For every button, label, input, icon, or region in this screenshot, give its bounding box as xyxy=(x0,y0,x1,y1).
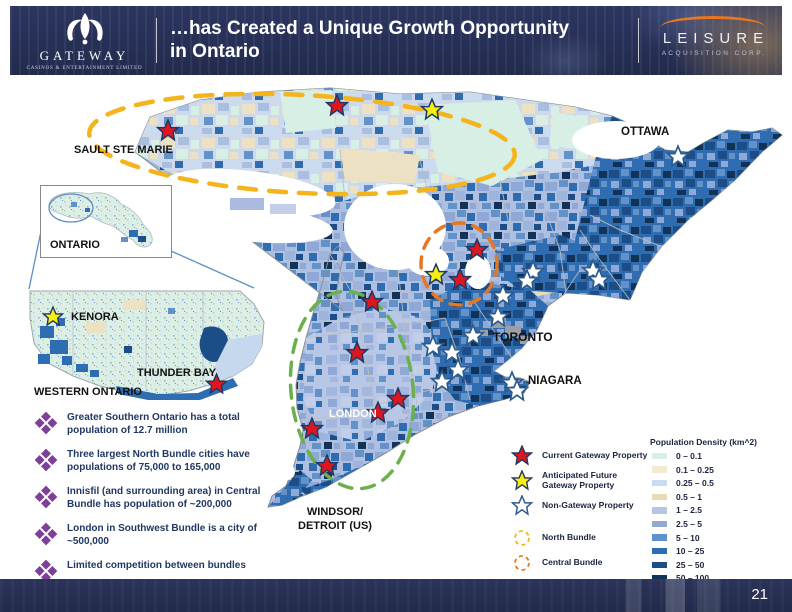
density-swatch xyxy=(652,507,667,514)
central-bundle-icon xyxy=(514,555,530,571)
legend-item-future-gateway: Anticipated Future Gateway Property xyxy=(510,470,648,492)
density-row: 25 – 50 xyxy=(652,560,790,570)
density-swatch xyxy=(652,493,667,501)
leisure-logo: LEISURE ACQUISITION CORP. xyxy=(652,16,774,57)
western-ontario-inset-map xyxy=(29,290,265,400)
slide-title-line1: …has Created a Unique Growth Opportunity xyxy=(170,18,570,39)
diamond-bullet-icon xyxy=(34,485,58,509)
density-swatch xyxy=(652,561,667,568)
header-bar: GATEWAY CASINOS & ENTERTAINMENT LIMITED … xyxy=(10,6,782,75)
central-bundle-ellipse xyxy=(419,221,499,307)
header-separator-left xyxy=(156,18,157,63)
gateway-brand-tagline: CASINOS & ENTERTAINMENT LIMITED xyxy=(26,66,143,71)
bullet-list: Greater Southern Ontario has a total pop… xyxy=(34,411,276,591)
north-bundle-ellipse xyxy=(87,91,517,197)
legend-item-central-bundle: Central Bundle xyxy=(510,554,648,572)
inset-zoom-ellipse xyxy=(48,193,94,223)
ontario-inset-box xyxy=(40,185,172,258)
label-thunder-bay: THUNDER BAY xyxy=(137,367,217,379)
bullet-item: Limited competition between bundles xyxy=(34,559,276,583)
legend-item-non-gateway: Non-Gateway Property xyxy=(510,495,648,517)
white-star-icon xyxy=(510,495,534,516)
legend-item-current-gateway: Current Gateway Property xyxy=(510,445,648,467)
label-niagara: NIAGARA xyxy=(528,375,582,387)
label-toronto: TORONTO xyxy=(493,330,553,344)
leisure-arc-icon xyxy=(661,16,765,27)
diamond-bullet-icon xyxy=(34,448,58,472)
density-row: 1 – 2.5 xyxy=(652,505,790,515)
bullet-item: London in Southwest Bundle is a city of … xyxy=(34,522,276,548)
page-number: 21 xyxy=(751,586,768,603)
leisure-sub: ACQUISITION CORP. xyxy=(661,50,767,57)
label-kenora: KENORA xyxy=(71,311,119,323)
density-swatch xyxy=(652,575,667,582)
label-london: LONDON xyxy=(329,408,377,420)
north-bundle-icon xyxy=(514,530,530,546)
slide-title: …has Created a Unique Growth Opportunity… xyxy=(170,18,630,64)
yellow-star-icon xyxy=(510,470,534,491)
density-legend-title: Population Density (km^2) xyxy=(650,437,757,447)
density-swatch xyxy=(652,466,667,473)
gateway-lotus-icon xyxy=(66,13,103,45)
gateway-logo: GATEWAY CASINOS & ENTERTAINMENT LIMITED xyxy=(22,12,147,71)
label-western-ontario: WESTERN ONTARIO xyxy=(34,386,142,398)
bundle-ellipses xyxy=(87,91,517,491)
bullet-item: Three largest North Bundle cities have p… xyxy=(34,448,276,474)
density-row: 0.25 – 0.5 xyxy=(652,478,790,488)
lakes xyxy=(164,121,660,480)
diamond-bullet-icon xyxy=(34,522,58,546)
red-star-icon xyxy=(510,445,534,466)
legend-item-north-bundle: North Bundle xyxy=(510,529,648,547)
slide-title-line2: in Ontario xyxy=(170,40,260,62)
density-swatch xyxy=(652,534,667,541)
density-row: 10 – 25 xyxy=(652,546,790,556)
diamond-bullet-icon xyxy=(34,411,58,435)
footer-bar: 21 xyxy=(0,579,792,612)
density-row: 0.1 – 0.25 xyxy=(652,465,790,475)
density-row: 0 – 0.1 xyxy=(652,451,790,461)
ontario-inset-map xyxy=(48,192,153,248)
label-ottawa: OTTAWA xyxy=(621,126,670,138)
density-row: 50 – 100 xyxy=(652,573,790,583)
density-swatch xyxy=(652,547,667,555)
label-windsor-detroit: WINDSOR/ DETROIT (US) xyxy=(298,506,372,533)
label-ontario-inset: ONTARIO xyxy=(50,239,100,251)
header-separator-right xyxy=(638,18,639,63)
density-row: 5 – 10 xyxy=(652,533,790,543)
density-legend: Population Density (km^2) 0 – 0.1 0.1 – … xyxy=(650,437,790,587)
density-swatch xyxy=(652,520,667,528)
density-swatch xyxy=(652,479,667,487)
density-row: 0.5 – 1 xyxy=(652,492,790,502)
density-row: 2.5 – 5 xyxy=(652,519,790,529)
bullet-item: Greater Southern Ontario has a total pop… xyxy=(34,411,276,437)
gateway-brand-name: GATEWAY xyxy=(39,48,130,63)
density-swatch xyxy=(652,452,667,460)
leisure-name: LEISURE xyxy=(662,30,770,47)
label-sault-ste-marie: SAULT STE MARIE xyxy=(74,144,173,156)
bullet-item: Innisfil (and surrounding area) in Centr… xyxy=(34,485,276,511)
southwest-bundle-ellipse xyxy=(288,289,416,491)
